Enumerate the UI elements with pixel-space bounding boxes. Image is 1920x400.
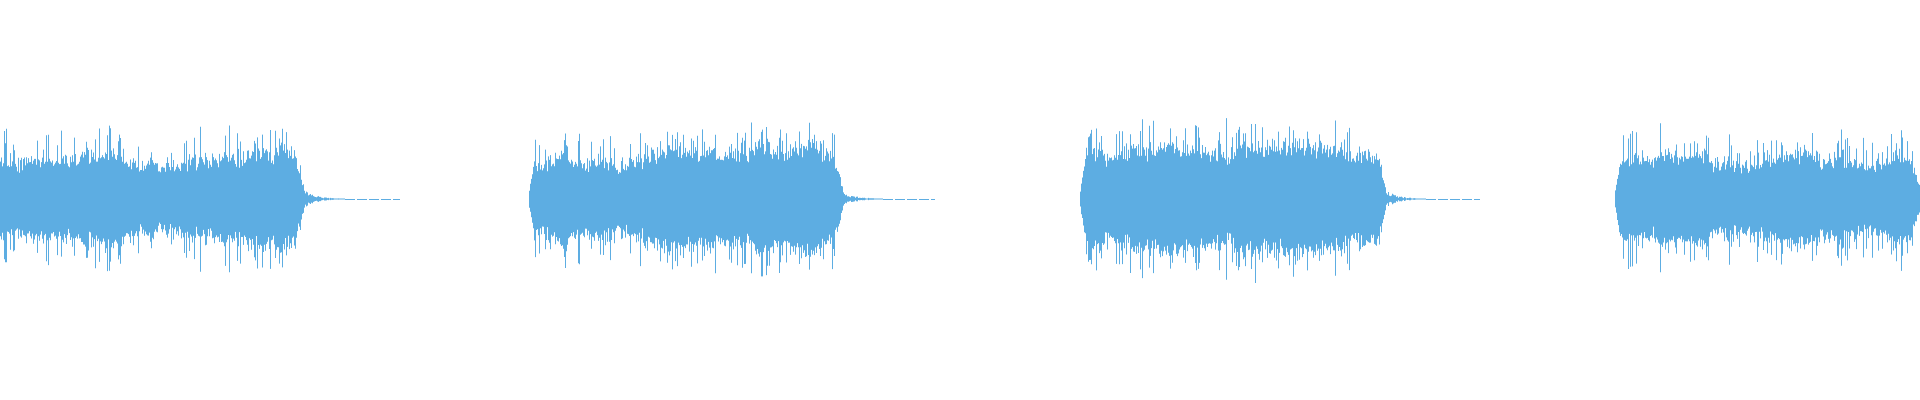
- waveform-clip-4: [1615, 123, 1920, 273]
- waveform-clip-tail-3: [1386, 192, 1426, 206]
- waveform-clip-1: [0, 125, 305, 273]
- waveform-clip-2: [529, 122, 843, 277]
- waveform-clip-3: [1080, 118, 1386, 283]
- waveform-clip-tail-1: [305, 191, 345, 207]
- waveform-clip-tail-2: [843, 192, 883, 206]
